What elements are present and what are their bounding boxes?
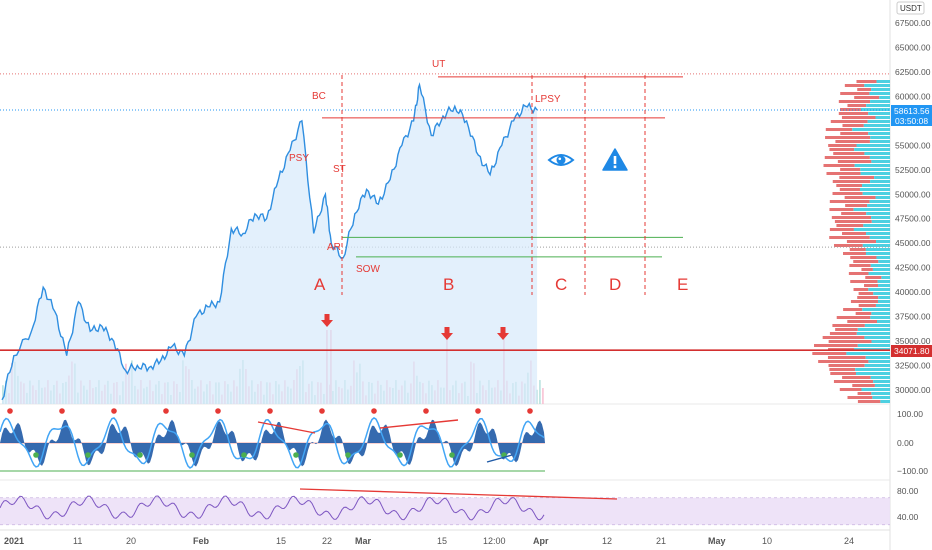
phase-a: A bbox=[314, 275, 326, 294]
price-tick: 65000.00 bbox=[895, 42, 931, 52]
time-tick: Apr bbox=[533, 536, 549, 546]
time-tick: 20 bbox=[126, 536, 136, 546]
down-arrow-icon bbox=[441, 327, 453, 340]
current-price-tag bbox=[891, 105, 932, 126]
price-area bbox=[2, 84, 538, 404]
rsi-pane bbox=[0, 488, 890, 526]
phase-b: B bbox=[443, 275, 454, 294]
time-tick: 10 bbox=[762, 536, 772, 546]
price-tick: 62500.00 bbox=[895, 67, 931, 77]
price-tick: 52500.00 bbox=[895, 165, 931, 175]
price-tick: 60000.00 bbox=[895, 91, 931, 101]
rsi-tick: 40.00 bbox=[897, 512, 919, 522]
currency-label: USDT bbox=[900, 4, 922, 13]
time-tick: 15 bbox=[276, 536, 286, 546]
time-tick: 12 bbox=[602, 536, 612, 546]
price-tick: 50000.00 bbox=[895, 189, 931, 199]
warning-icon bbox=[602, 148, 628, 171]
label-st: ST bbox=[333, 164, 346, 175]
label-lpsy: LPSY bbox=[535, 94, 561, 105]
eye-icon bbox=[547, 154, 575, 166]
price-axis[interactable]: 67500.0065000.0062500.0060000.0057500.00… bbox=[895, 18, 931, 395]
time-tick: 24 bbox=[844, 536, 854, 546]
price-tick: 32500.00 bbox=[895, 361, 931, 371]
down-arrow-icon bbox=[321, 314, 333, 327]
time-tick: 12:00 bbox=[483, 536, 506, 546]
phase-lines bbox=[341, 75, 646, 295]
phase-c: C bbox=[555, 275, 567, 294]
phase-d: D bbox=[609, 275, 621, 294]
time-tick: 21 bbox=[656, 536, 666, 546]
label-psy: PSY bbox=[289, 153, 309, 164]
level-price-label: 34071.80 bbox=[894, 346, 930, 356]
phase-e: E bbox=[677, 275, 688, 294]
price-tick: 35000.00 bbox=[895, 336, 931, 346]
price-tick: 30000.00 bbox=[895, 385, 931, 395]
horizontal-levels bbox=[0, 76, 890, 351]
label-sow: SOW bbox=[356, 264, 380, 275]
label-ut: UT bbox=[432, 59, 445, 70]
time-tick: 22 bbox=[322, 536, 332, 546]
volume-profile bbox=[812, 80, 890, 403]
time-tick: May bbox=[708, 536, 726, 546]
current-price-label: 58613.56 bbox=[894, 106, 930, 116]
price-tick: 67500.00 bbox=[895, 18, 931, 28]
price-tick: 47500.00 bbox=[895, 214, 931, 224]
osc-tick: 100.00 bbox=[897, 409, 923, 419]
level-price-tag bbox=[891, 345, 932, 357]
time-tick: Mar bbox=[355, 536, 372, 546]
rsi-tick: 80.00 bbox=[897, 486, 919, 496]
time-tick: 15 bbox=[437, 536, 447, 546]
time-tick: Feb bbox=[193, 536, 210, 546]
currency-badge bbox=[896, 1, 925, 15]
price-tick: 45000.00 bbox=[895, 238, 931, 248]
time-tick: 2021 bbox=[4, 536, 24, 546]
price-line bbox=[1, 82, 538, 401]
down-arrow-icon bbox=[497, 327, 509, 340]
price-tick: 40000.00 bbox=[895, 287, 931, 297]
price-tick: 37500.00 bbox=[895, 312, 931, 322]
time-tick: 11 bbox=[73, 536, 82, 546]
price-tick: 42500.00 bbox=[895, 263, 931, 273]
osc-tick: −100.00 bbox=[897, 466, 928, 476]
label-ar: AR bbox=[327, 242, 341, 253]
osc-tick: 0.00 bbox=[897, 438, 914, 448]
oscillator-pane bbox=[0, 408, 545, 472]
time-axis[interactable]: 2021 11 20 Feb 15 22 Mar 15 12:00 Apr 12… bbox=[4, 536, 854, 546]
countdown-label: 03:50:08 bbox=[895, 116, 928, 126]
price-tick: 55000.00 bbox=[895, 140, 931, 150]
label-bc: BC bbox=[312, 91, 326, 102]
